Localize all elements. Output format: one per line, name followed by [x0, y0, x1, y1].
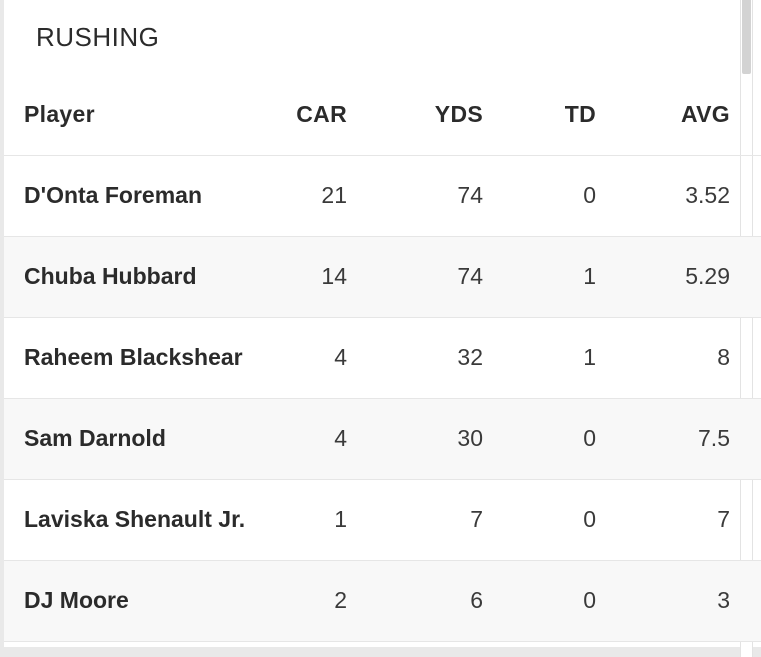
yds-value: 74	[347, 236, 483, 318]
row-spacer	[730, 479, 761, 561]
player-name[interactable]: DJ Moore	[4, 560, 251, 642]
td-value: 0	[483, 560, 596, 642]
car-value: 14	[251, 236, 347, 318]
td-value: 1	[483, 236, 596, 318]
column-header-car[interactable]: CAR	[251, 74, 347, 156]
row-spacer	[730, 560, 761, 642]
car-value: 21	[251, 155, 347, 237]
yds-value: 7	[347, 479, 483, 561]
avg-value: 7.5	[596, 398, 730, 480]
section-title: RUSHING	[36, 22, 160, 52]
avg-value: 3.52	[596, 155, 730, 237]
column-header-player[interactable]: Player	[4, 74, 251, 156]
row-spacer	[730, 398, 761, 480]
table-header-row: Player CAR YDS TD AVG	[4, 74, 761, 156]
table-row: Raheem Blackshear 4 32 1 8	[4, 317, 761, 399]
table-row: D'Onta Foreman 21 74 0 3.52	[4, 155, 761, 237]
td-value: 0	[483, 155, 596, 237]
avg-value: 3	[596, 560, 730, 642]
car-value: 4	[251, 317, 347, 399]
td-value: 1	[483, 317, 596, 399]
rushing-table: Player CAR YDS TD AVG D'Onta Foreman 21 …	[4, 74, 761, 642]
row-spacer	[730, 155, 761, 237]
row-spacer	[730, 317, 761, 399]
player-name[interactable]: Chuba Hubbard	[4, 236, 251, 318]
player-name[interactable]: Laviska Shenault Jr.	[4, 479, 251, 561]
player-name[interactable]: Raheem Blackshear	[4, 317, 251, 399]
column-header-yds[interactable]: YDS	[347, 74, 483, 156]
row-spacer	[730, 236, 761, 318]
yds-value: 30	[347, 398, 483, 480]
car-value: 4	[251, 398, 347, 480]
column-header-td[interactable]: TD	[483, 74, 596, 156]
avg-value: 8	[596, 317, 730, 399]
table-row: DJ Moore 2 6 0 3	[4, 560, 761, 642]
yds-value: 74	[347, 155, 483, 237]
avg-value: 5.29	[596, 236, 730, 318]
player-name[interactable]: D'Onta Foreman	[4, 155, 251, 237]
table-row: Sam Darnold 4 30 0 7.5	[4, 398, 761, 480]
column-header-avg[interactable]: AVG	[596, 74, 730, 156]
avg-value: 7	[596, 479, 730, 561]
td-value: 0	[483, 398, 596, 480]
table-row: Chuba Hubbard 14 74 1 5.29	[4, 236, 761, 318]
car-value: 2	[251, 560, 347, 642]
yds-value: 6	[347, 560, 483, 642]
car-value: 1	[251, 479, 347, 561]
player-name[interactable]: Sam Darnold	[4, 398, 251, 480]
table-row: Laviska Shenault Jr. 1 7 0 7	[4, 479, 761, 561]
td-value: 0	[483, 479, 596, 561]
scrollbar-thumb[interactable]	[742, 0, 751, 74]
column-spacer	[730, 74, 761, 156]
yds-value: 32	[347, 317, 483, 399]
